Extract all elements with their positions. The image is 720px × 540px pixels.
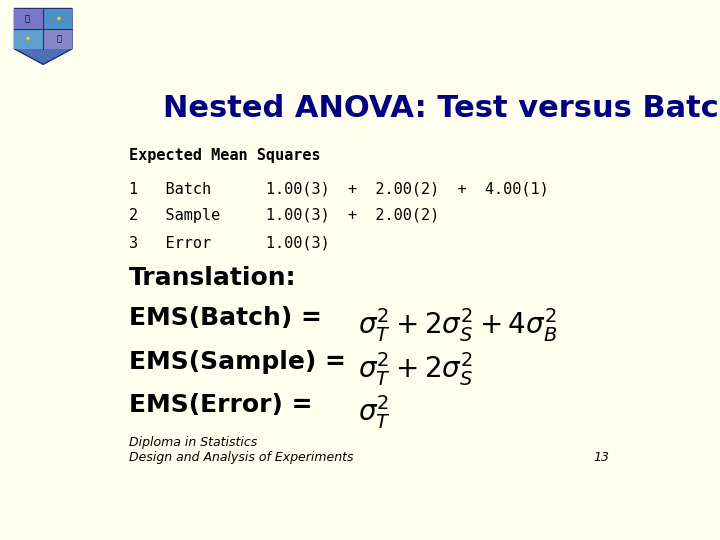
Text: EMS(Sample) =: EMS(Sample) = [129,349,346,374]
Text: EMS(Error) =: EMS(Error) = [129,393,312,417]
Bar [14,29,43,49]
Text: 13: 13 [593,451,609,464]
Text: 3   Error      1.00(3): 3 Error 1.00(3) [129,235,330,250]
Bar [44,9,72,29]
Text: Expected Mean Squares: Expected Mean Squares [129,148,320,163]
Text: $\sigma_T^2$: $\sigma_T^2$ [358,393,390,431]
Polygon shape [14,9,72,64]
Text: Diploma in Statistics
Design and Analysis of Experiments: Diploma in Statistics Design and Analysi… [129,436,354,464]
Bar [14,9,43,29]
Text: 🦁: 🦁 [25,15,30,24]
Text: 1   Batch      1.00(3)  +  2.00(2)  +  4.00(1): 1 Batch 1.00(3) + 2.00(2) + 4.00(1) [129,181,549,196]
Text: EMS(Batch) =: EMS(Batch) = [129,306,322,330]
Text: 2   Sample     1.00(3)  +  2.00(2): 2 Sample 1.00(3) + 2.00(2) [129,208,439,223]
Text: 🦁: 🦁 [57,35,61,43]
Text: Nested ANOVA: Test versus Batch, Sample: Nested ANOVA: Test versus Batch, Sample [163,94,720,123]
Bar [44,29,72,49]
Text: ✦: ✦ [56,16,62,22]
Text: $\sigma_T^2 + 2\sigma_S^2$: $\sigma_T^2 + 2\sigma_S^2$ [358,349,473,388]
Text: Translation:: Translation: [129,266,297,291]
Text: $\sigma_T^2 + 2\sigma_S^2 + 4\sigma_B^2$: $\sigma_T^2 + 2\sigma_S^2 + 4\sigma_B^2$ [358,306,557,344]
Text: ✦: ✦ [24,36,30,42]
